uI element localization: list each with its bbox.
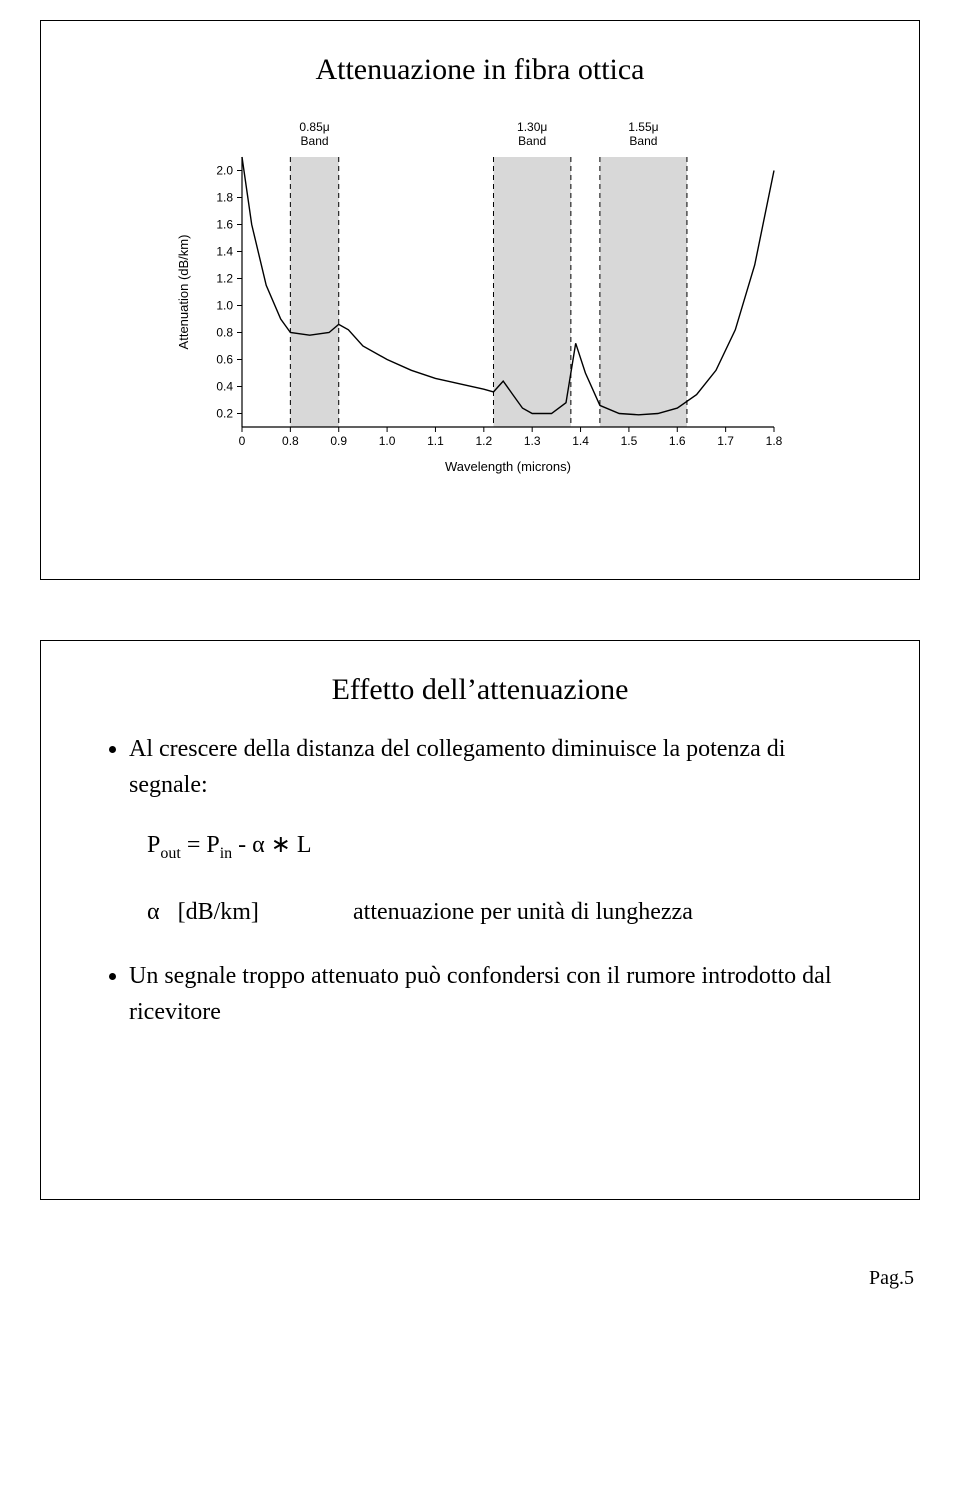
formula-rhs-base: P: [206, 832, 219, 858]
formula-lhs-base: P: [147, 832, 160, 858]
slide-attenuation-effect: Effetto dell’attenuazione Al crescere de…: [40, 640, 920, 1200]
svg-text:1.2: 1.2: [216, 272, 233, 286]
svg-text:1.6: 1.6: [216, 218, 233, 232]
svg-text:1.5: 1.5: [621, 434, 638, 448]
svg-text:1.4: 1.4: [216, 245, 233, 259]
bullet-2: Un segnale troppo attenuato può confonde…: [129, 958, 859, 1030]
slide1-title: Attenuazione in fibra ottica: [81, 53, 879, 87]
svg-text:Band: Band: [301, 134, 329, 148]
svg-text:1.0: 1.0: [216, 299, 233, 313]
bullet-1: Al crescere della distanza del collegame…: [129, 731, 859, 803]
svg-text:0: 0: [239, 434, 246, 448]
svg-text:Band: Band: [518, 134, 546, 148]
svg-text:1.30μ: 1.30μ: [517, 120, 547, 134]
alpha-definition: α [dB/km] attenuazione per unità di lung…: [147, 894, 859, 930]
formula-tail: - α ∗ L: [232, 832, 311, 858]
svg-text:2.0: 2.0: [216, 164, 233, 178]
svg-text:0.9: 0.9: [330, 434, 347, 448]
slide2-title: Effetto dell’attenuazione: [81, 673, 879, 707]
svg-text:0.85μ: 0.85μ: [299, 120, 329, 134]
slide-attenuation-chart: Attenuazione in fibra ottica 0.85μBand1.…: [40, 20, 920, 580]
svg-text:1.7: 1.7: [717, 434, 734, 448]
svg-text:1.6: 1.6: [669, 434, 686, 448]
page-number: Pag.5: [869, 1267, 914, 1290]
svg-text:Band: Band: [629, 134, 657, 148]
svg-text:1.1: 1.1: [427, 434, 444, 448]
slide2-body: Al crescere della distanza del collegame…: [81, 731, 879, 1030]
attenuation-chart-svg: 0.85μBand1.30μBand1.55μBand0.20.40.60.81…: [170, 111, 790, 481]
svg-text:1.0: 1.0: [379, 434, 396, 448]
svg-text:1.8: 1.8: [766, 434, 783, 448]
svg-text:1.8: 1.8: [216, 191, 233, 205]
svg-text:0.8: 0.8: [216, 326, 233, 340]
alpha-unit: [dB/km]: [178, 899, 259, 925]
svg-text:Attenuation (dB/km): Attenuation (dB/km): [176, 235, 191, 350]
svg-text:1.3: 1.3: [524, 434, 541, 448]
attenuation-chart: 0.85μBand1.30μBand1.55μBand0.20.40.60.81…: [170, 111, 790, 486]
alpha-desc: attenuazione per unità di lunghezza: [353, 899, 693, 925]
svg-text:0.2: 0.2: [216, 407, 233, 421]
page: Attenuazione in fibra ottica 0.85μBand1.…: [0, 0, 960, 1300]
svg-text:0.4: 0.4: [216, 380, 233, 394]
svg-text:1.4: 1.4: [572, 434, 589, 448]
svg-text:0.6: 0.6: [216, 353, 233, 367]
formula-lhs-sub: out: [160, 845, 180, 862]
formula-rhs-sub: in: [220, 845, 232, 862]
formula: Pout = Pin - α ∗ L: [147, 827, 859, 866]
formula-eq: =: [181, 832, 207, 858]
svg-text:1.2: 1.2: [475, 434, 492, 448]
svg-text:Wavelength (microns): Wavelength (microns): [445, 459, 571, 474]
svg-text:1.55μ: 1.55μ: [628, 120, 658, 134]
alpha-symbol: α: [147, 899, 160, 925]
svg-text:0.8: 0.8: [282, 434, 299, 448]
